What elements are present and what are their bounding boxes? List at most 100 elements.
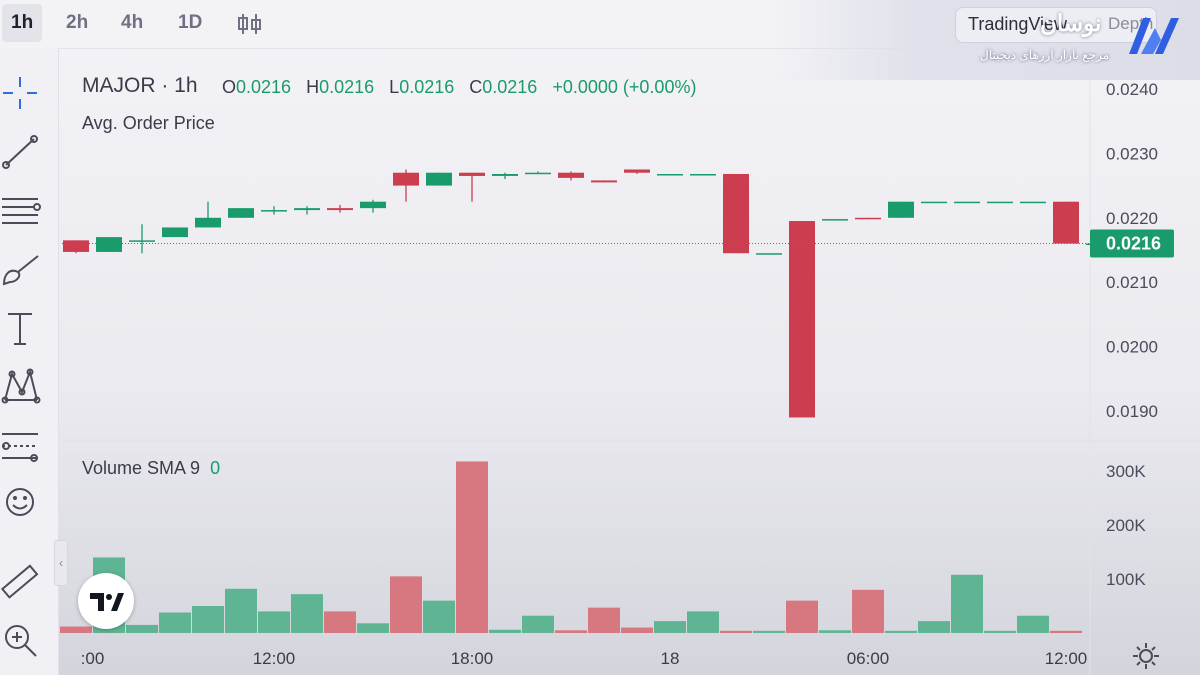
timeframe-1h[interactable]: 1h [11, 12, 34, 33]
horizontal-lines-icon[interactable] [0, 191, 42, 233]
high-value: 0.0216 [319, 77, 375, 97]
candle-body [558, 172, 584, 178]
crosshair-icon[interactable] [0, 73, 42, 115]
indicator-label[interactable]: Avg. Order Price [82, 113, 215, 133]
volume-bar [852, 589, 884, 633]
volume-bar [489, 629, 521, 633]
volume-bar [720, 630, 752, 633]
volume-bar [951, 574, 983, 633]
candle [228, 208, 254, 218]
time-axis: :00 12:00 18:00 18 06:00 12:00 [81, 649, 1088, 668]
timeframe-4h[interactable]: 4h [121, 12, 144, 33]
candle [393, 169, 419, 202]
current-price-marker: 0.0216 [62, 229, 1174, 258]
current-price-badge [1090, 229, 1174, 258]
volume-bar [786, 600, 818, 633]
volume-bars [60, 461, 1082, 633]
time-tick-label: 06:00 [847, 649, 890, 668]
settings-gear-icon[interactable] [1132, 642, 1160, 670]
volume-tick-label: 200K [1106, 516, 1146, 535]
candle [888, 201, 914, 218]
volume-bar [588, 607, 620, 633]
time-tick-label: :00 [81, 649, 105, 668]
volume-indicator-label[interactable]: Volume SMA 9 0 [82, 458, 220, 479]
volume-axis: 100K 200K 300K [1106, 462, 1146, 589]
candle [921, 201, 947, 204]
toolbar-collapse-button[interactable]: ‹ [54, 540, 68, 586]
candle-body [294, 208, 320, 211]
candle [855, 217, 881, 220]
candles [63, 169, 1112, 418]
candle-body [261, 210, 287, 212]
candle-body [228, 208, 254, 218]
candle-body [987, 201, 1013, 204]
candle [162, 227, 188, 238]
volume-bar [753, 630, 785, 633]
candle-body [360, 201, 386, 209]
candle [492, 172, 518, 180]
volume-bar [654, 621, 686, 633]
candle [525, 171, 551, 175]
volume-bar [258, 611, 290, 633]
volume-bar [687, 611, 719, 633]
ruler-icon[interactable] [0, 562, 42, 604]
open-label: O [222, 77, 237, 97]
price-tick-label: 0.0210 [1106, 273, 1158, 292]
candle [129, 224, 155, 254]
candle [1020, 201, 1046, 204]
tradingview-toggle[interactable] [955, 7, 1157, 43]
candle [657, 174, 683, 176]
candle [327, 204, 353, 213]
volume-bar [192, 606, 224, 633]
price-tick-label: 0.0220 [1106, 209, 1158, 228]
candle [822, 219, 848, 221]
drawing-toolbar [0, 48, 59, 675]
candle [360, 199, 386, 213]
candle-body [789, 221, 815, 418]
candle-body [690, 174, 716, 176]
candle-body [96, 237, 122, 252]
tradingview-logo-icon[interactable] [78, 573, 134, 629]
volume-bar [984, 630, 1016, 633]
text-icon[interactable] [0, 308, 42, 350]
forecast-icon[interactable] [0, 426, 42, 468]
timeframe-1d[interactable]: 1D [178, 12, 203, 33]
tradingview-label[interactable]: TradingView [968, 14, 1068, 34]
candle-body [822, 219, 848, 221]
candle [195, 201, 221, 228]
pattern-icon[interactable] [0, 366, 42, 408]
pane-separator [62, 48, 1200, 675]
trend-line-icon[interactable] [0, 131, 42, 173]
volume-bar [126, 624, 158, 633]
volume-bar [1050, 630, 1082, 633]
volume-bar [423, 600, 455, 633]
ohlc-readout: O0.0216 H0.0216 L0.0216 C0.0216 +0.0000 … [222, 77, 696, 98]
candles-type-icon[interactable] [236, 12, 264, 36]
candle-body [1020, 201, 1046, 204]
emoji-icon[interactable] [0, 482, 42, 524]
timeframe-2h[interactable]: 2h [66, 12, 89, 33]
candle [558, 171, 584, 181]
candle-body [327, 208, 353, 211]
candle [690, 174, 716, 176]
candle-body [525, 172, 551, 175]
brand-logo-icon [1129, 18, 1179, 54]
candle-body [195, 217, 221, 228]
zoom-in-icon[interactable] [0, 620, 42, 662]
price-tick-label: 0.0200 [1106, 338, 1158, 357]
volume-bar [225, 588, 257, 633]
symbol-title[interactable]: MAJOR · 1h [82, 74, 198, 97]
volume-bar [621, 627, 653, 633]
time-tick-label: 12:00 [253, 649, 296, 668]
price-tick-label: 0.0190 [1106, 402, 1158, 421]
candle [63, 240, 89, 254]
volume-bar [159, 612, 191, 633]
price-axis: 0.0190 0.0200 0.0210 0.0220 0.0230 0.0240 [1106, 80, 1158, 421]
candle-body [954, 201, 980, 204]
brush-icon[interactable] [0, 250, 42, 292]
candle-body [888, 201, 914, 218]
volume-sma-value: 0 [210, 458, 221, 478]
candle-body [756, 253, 782, 255]
high-label: H [306, 77, 320, 97]
